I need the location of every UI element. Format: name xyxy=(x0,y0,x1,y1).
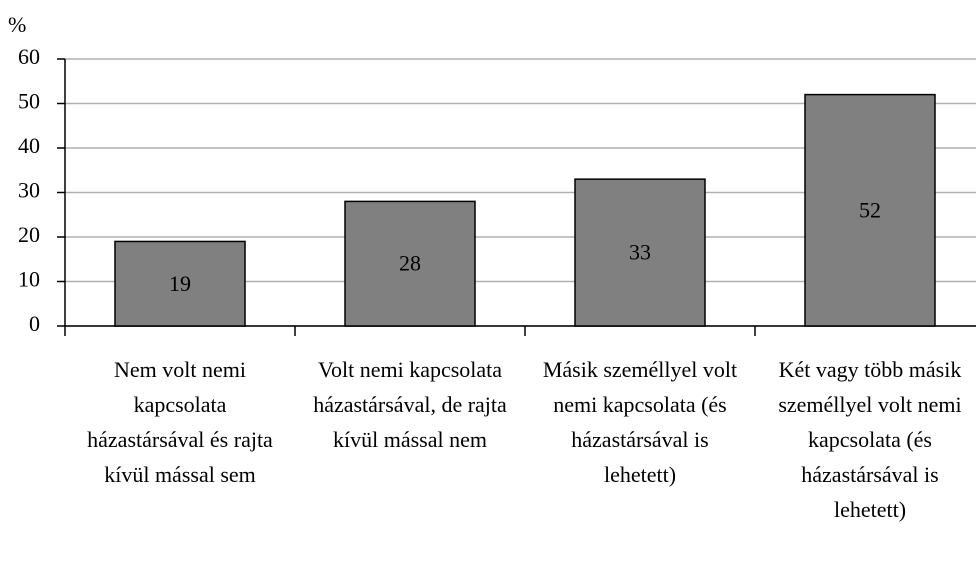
x-tick-label: Másik személlyel volt nemi kapcsolata (é… xyxy=(542,357,738,487)
y-tick-label: 60 xyxy=(18,44,40,69)
bar xyxy=(804,93,936,327)
data-label: 19 xyxy=(169,271,191,296)
y-tick-label: 40 xyxy=(18,133,40,158)
bar xyxy=(344,200,476,327)
y-tick-label: 50 xyxy=(18,89,40,114)
data-label: 52 xyxy=(859,197,881,222)
x-tick-label: Volt nemi kapcsolata házastársával, de r… xyxy=(313,357,507,452)
y-tick-label: 0 xyxy=(29,311,40,336)
data-label: 33 xyxy=(629,240,651,265)
y-axis-label: % xyxy=(8,12,26,37)
bar xyxy=(574,178,706,327)
y-tick-label: 30 xyxy=(18,178,40,203)
data-label: 28 xyxy=(399,251,421,276)
x-tick-label: Nem volt nemi kapcsolata házastársával é… xyxy=(87,357,273,487)
bar xyxy=(114,240,246,327)
x-tick-label: Két vagy több másik személlyel volt nemi… xyxy=(778,357,962,522)
y-tick-label: 20 xyxy=(18,222,40,247)
y-tick-label: 10 xyxy=(18,267,40,292)
